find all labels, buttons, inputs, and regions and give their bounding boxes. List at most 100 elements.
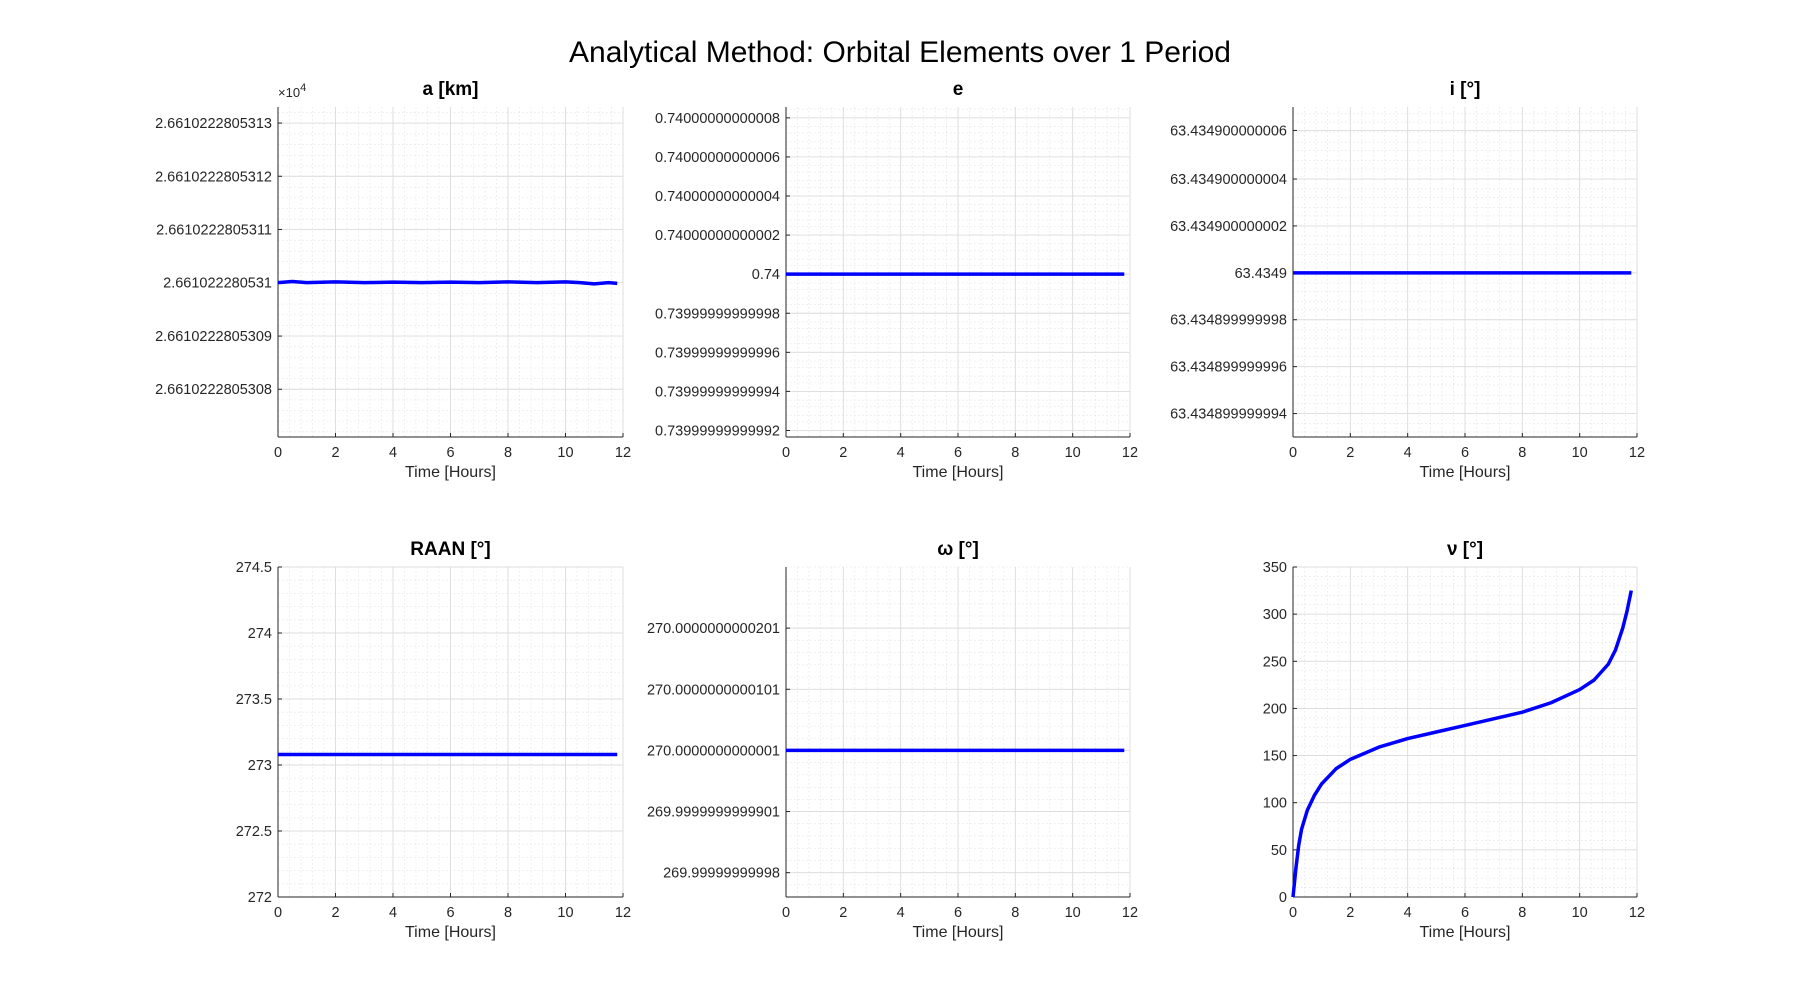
subplot-title: e (953, 79, 964, 100)
x-tick-label: 6 (1461, 905, 1469, 921)
x-axis-label: Time [Hours] (913, 924, 1004, 941)
subplot-title: ν [°] (1447, 539, 1483, 560)
x-tick-label: 8 (1518, 905, 1526, 921)
x-tick-label: 12 (1122, 445, 1138, 461)
y-tick-label: 2.6610222805312 (155, 169, 272, 185)
y-tick-label: 0.74000000000008 (655, 111, 780, 127)
x-tick-label: 12 (1629, 445, 1645, 461)
y-tick-label: 100 (1263, 796, 1287, 812)
y-tick-label: 270.0000000000201 (647, 621, 780, 637)
x-tick-label: 8 (1518, 445, 1526, 461)
x-tick-label: 12 (1122, 905, 1138, 921)
x-axis-label: Time [Hours] (405, 924, 496, 941)
x-tick-label: 10 (557, 445, 573, 461)
y-tick-label: 63.434900000004 (1170, 172, 1287, 188)
x-axis-label: Time [Hours] (913, 464, 1004, 481)
x-tick-label: 2 (1346, 445, 1354, 461)
y-tick-label: 150 (1263, 749, 1287, 765)
y-tick-label: 0 (1279, 890, 1287, 906)
x-tick-label: 12 (1629, 905, 1645, 921)
y-tick-label: 273.5 (236, 692, 272, 708)
y-tick-label: 269.9999999999901 (647, 805, 780, 821)
x-tick-label: 2 (839, 445, 847, 461)
figure-title: Analytical Method: Orbital Elements over… (569, 36, 1231, 69)
subplot-title: a [km] (423, 79, 479, 100)
y-tick-label: 63.4349 (1235, 266, 1287, 282)
grid (1292, 566, 1638, 898)
x-tick-label: 0 (1289, 445, 1297, 461)
y-tick-label: 270.0000000000101 (647, 682, 780, 698)
subplot-4: 0 2 4 6 8 10 12 272 272.5 273 273.5 274 274.5 RAAN [°… (236, 539, 631, 941)
y-tick-label: 0.73999999999992 (655, 423, 780, 439)
series-line-1 (1291, 590, 1633, 898)
x-tick-label: 10 (1572, 905, 1588, 921)
y-tick-label: 50 (1271, 843, 1287, 859)
subplot-3: 0 2 4 6 8 10 12 63.434899999994 63.434899999996 6… (1170, 79, 1645, 481)
y-tick-label: 274.5 (236, 560, 272, 576)
x-tick-label: 8 (1011, 905, 1019, 921)
y-tick-label: 0.73999999999996 (655, 345, 780, 361)
series-line-1 (277, 279, 618, 286)
subplot-title: i [°] (1450, 79, 1481, 100)
x-axis-label: Time [Hours] (405, 464, 496, 481)
x-tick-label: 4 (389, 905, 397, 921)
y-tick-label: 273 (248, 758, 272, 774)
y-exponent-label: ×104 (278, 82, 306, 100)
y-tick-label: 2.6610222805308 (155, 382, 272, 398)
x-tick-label: 6 (446, 905, 454, 921)
x-tick-label: 4 (389, 445, 397, 461)
x-tick-label: 0 (782, 445, 790, 461)
y-tick-label: 63.434899999998 (1170, 313, 1287, 329)
x-tick-label: 4 (897, 905, 905, 921)
subplot-5: 0 2 4 6 8 10 12 269.99999999998 269.999999999990… (647, 539, 1138, 941)
x-tick-label: 12 (615, 445, 631, 461)
y-tick-label: 63.434900000006 (1170, 123, 1287, 139)
y-tick-label: 200 (1263, 701, 1287, 717)
y-tick-label: 250 (1263, 654, 1287, 670)
x-tick-label: 0 (782, 905, 790, 921)
x-tick-label: 6 (954, 905, 962, 921)
y-tick-label: 0.73999999999998 (655, 306, 780, 322)
x-tick-label: 4 (1404, 905, 1412, 921)
x-tick-label: 6 (446, 445, 454, 461)
x-tick-label: 0 (274, 905, 282, 921)
x-tick-label: 10 (557, 905, 573, 921)
subplot-title: RAAN [°] (410, 539, 490, 560)
x-tick-label: 0 (274, 445, 282, 461)
x-tick-label: 6 (954, 445, 962, 461)
subplot-1: 0 2 4 6 8 10 12 2.6610222805308 2.6610222805309 2… (155, 79, 631, 481)
x-tick-label: 10 (1065, 445, 1081, 461)
x-tick-label: 0 (1289, 905, 1297, 921)
y-tick-label: 0.74 (752, 267, 780, 283)
x-tick-label: 10 (1065, 905, 1081, 921)
y-tick-label: 63.434899999996 (1170, 360, 1287, 376)
subplots: 0 2 4 6 8 10 12 2.6610222805308 2.6610222805309 2… (155, 79, 1645, 941)
y-tick-label: 350 (1263, 560, 1287, 576)
y-tick-label: 0.74000000000002 (655, 228, 780, 244)
y-tick-label: 2.6610222805311 (156, 222, 272, 238)
y-tick-label: 300 (1263, 607, 1287, 623)
x-tick-label: 2 (331, 445, 339, 461)
x-tick-label: 8 (504, 445, 512, 461)
y-tick-label: 272 (248, 890, 272, 906)
y-tick-label: 2.6610222805309 (155, 329, 272, 345)
grid (277, 566, 624, 898)
y-tick-label: 274 (248, 626, 272, 642)
y-tick-label: 272.5 (236, 824, 272, 840)
x-tick-label: 2 (839, 905, 847, 921)
subplot-title: ω [°] (937, 539, 979, 560)
y-tick-label: 63.434899999994 (1170, 407, 1287, 423)
y-tick-label: 0.74000000000004 (655, 189, 780, 205)
x-tick-label: 8 (1011, 445, 1019, 461)
x-tick-label: 4 (897, 445, 905, 461)
subplot-2: 0 2 4 6 8 10 12 0.73999999999992 0.7399999999999… (655, 79, 1138, 481)
x-axis-label: Time [Hours] (1420, 464, 1511, 481)
x-tick-label: 2 (1346, 905, 1354, 921)
y-tick-label: 2.661022280531 (163, 276, 272, 292)
x-tick-label: 2 (331, 905, 339, 921)
y-tick-label: 2.6610222805313 (155, 116, 272, 132)
x-tick-label: 4 (1404, 445, 1412, 461)
x-tick-label: 10 (1572, 445, 1588, 461)
